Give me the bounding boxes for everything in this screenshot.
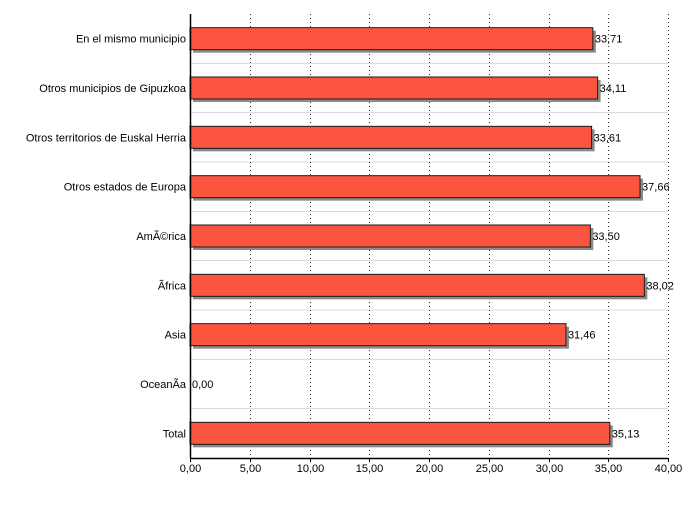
x-tick-label: 40,00 bbox=[655, 463, 683, 475]
value-label: 0,00 bbox=[192, 379, 213, 391]
bar bbox=[189, 273, 645, 297]
category-label: Ãfrica bbox=[158, 279, 187, 292]
category-label: AmÃ©rica bbox=[136, 230, 187, 243]
value-label: 31,46 bbox=[568, 330, 596, 342]
x-tick-label: 15,00 bbox=[356, 463, 384, 475]
bar bbox=[189, 76, 599, 100]
x-tick-label: 25,00 bbox=[476, 463, 504, 475]
x-tick-label: 35,00 bbox=[595, 463, 623, 475]
bar bbox=[189, 421, 611, 445]
category-label: OceanÃ­a bbox=[140, 378, 187, 391]
bar bbox=[189, 323, 567, 347]
category-label: Otros estados de Europa bbox=[64, 182, 187, 194]
bar bbox=[189, 27, 594, 51]
category-label: Total bbox=[163, 428, 186, 440]
value-label: 37,66 bbox=[642, 182, 670, 194]
bar bbox=[189, 175, 641, 199]
value-label: 33,71 bbox=[595, 34, 623, 46]
x-tick-label: 10,00 bbox=[297, 463, 325, 475]
value-label: 33,50 bbox=[592, 231, 620, 243]
bar bbox=[189, 125, 593, 149]
x-tick-label: 30,00 bbox=[536, 463, 564, 475]
x-tick-label: 5,00 bbox=[240, 463, 261, 475]
x-tick-label: 0,00 bbox=[180, 463, 201, 475]
category-label: Asia bbox=[165, 330, 187, 342]
value-label: 35,13 bbox=[612, 428, 640, 440]
category-label: Otros municipios de Gipuzkoa bbox=[39, 83, 187, 95]
x-tick-label: 20,00 bbox=[416, 463, 444, 475]
bar bbox=[189, 224, 591, 248]
value-label: 38,02 bbox=[646, 280, 674, 292]
value-label: 34,11 bbox=[600, 83, 627, 95]
category-label: En el mismo municipio bbox=[76, 34, 186, 46]
category-label: Otros territorios de Euskal Herria bbox=[26, 132, 187, 144]
value-label: 33,61 bbox=[594, 132, 622, 144]
